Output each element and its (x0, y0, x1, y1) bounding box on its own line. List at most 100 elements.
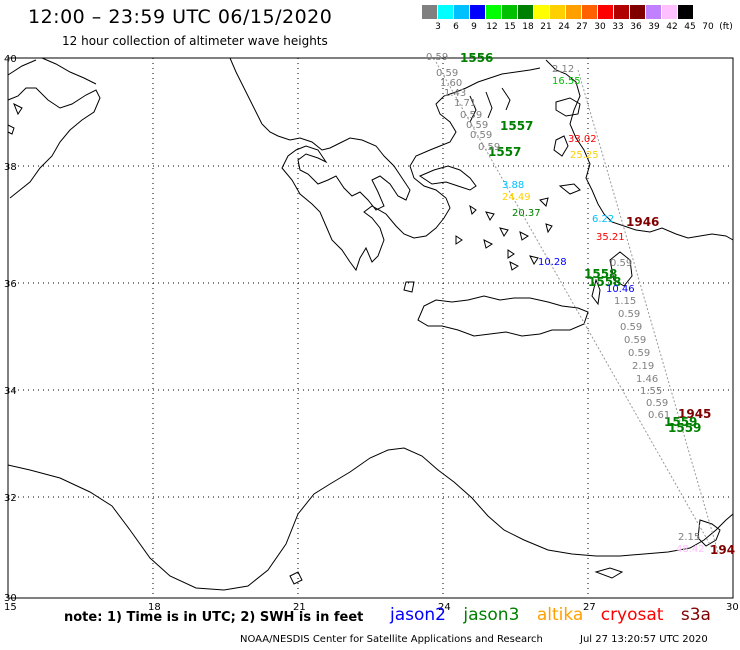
coast-italy-east (41, 57, 97, 85)
swh-value: 0.59 (610, 258, 632, 269)
colorbar-label: 24 (558, 22, 570, 32)
lat-tick-40: 40 (4, 54, 17, 65)
legend-cryosat: cryosat (600, 605, 664, 625)
swh-value: 6.22 (592, 214, 614, 225)
coast-lesbos (555, 97, 581, 117)
coast-samos (558, 183, 581, 195)
coast-greece-mainland (261, 67, 541, 272)
track-jason3 (435, 61, 713, 549)
colorbar-labels: 3 6 9 12 15 18 21 24 27 30 33 36 39 42 45 70 (ft) (422, 22, 740, 34)
colorbar-label: 39 (648, 22, 660, 32)
colorbar-cell (646, 5, 662, 19)
swh-value: 0.59 (624, 335, 646, 346)
lon-tick-30: 30 (726, 602, 739, 613)
coast-euboea (418, 165, 477, 191)
colorbar-cell (486, 5, 502, 19)
swh-value: 0.59 (628, 348, 650, 359)
coast-egypt-delta (697, 519, 721, 547)
coast-albania (229, 57, 263, 125)
swh-value: 0.59 (470, 130, 492, 141)
lat-tick-32: 32 (4, 493, 17, 504)
colorbar-cell (678, 5, 694, 19)
time-label: 194 (710, 543, 735, 557)
legend-jason2: jason2 (390, 605, 446, 625)
colorbar-cell (454, 5, 470, 19)
time-label: 1945 (678, 407, 711, 421)
colorbar-cell (614, 5, 630, 19)
time-labels: 1556 1557 1557 1946 1558 1558 1945 1559 … (460, 51, 735, 557)
coast-africa (7, 447, 734, 591)
swh-value: 2.12 (552, 64, 574, 75)
swh-colorbar (422, 5, 694, 19)
swh-value: 0.59 (436, 68, 458, 79)
lon-tick-24: 24 (438, 602, 451, 613)
colorbar-label: 27 (576, 22, 588, 32)
colorbar-cell (662, 5, 678, 19)
swh-value: 2.19 (632, 361, 654, 372)
map-title: 12:00 – 23:59 UTC 06/15/2020 (28, 6, 333, 28)
time-label: 1559 (668, 421, 701, 435)
swh-value: 1.43 (444, 88, 466, 99)
colorbar-cell (518, 5, 534, 19)
lat-tick-34: 34 (4, 386, 17, 397)
swh-value: 10.46 (606, 284, 635, 295)
time-label: 1558 (588, 275, 621, 289)
swh-value: 0.59 (646, 398, 668, 409)
satellite-legend: jason2 jason3 altika cryosat s3a (390, 605, 723, 625)
coast-crete (417, 295, 589, 337)
altimeter-tracks (435, 61, 719, 553)
colorbar-label: 12 (486, 22, 498, 32)
legend-s3a: s3a (680, 605, 711, 625)
colorbar-label: (ft) (719, 22, 733, 32)
colorbar-label: 3 (435, 22, 441, 32)
lon-tick-21: 21 (293, 602, 306, 613)
coastlines (7, 57, 734, 591)
colorbar-cell (630, 5, 646, 19)
colorbar-cell (438, 5, 454, 19)
colorbar-cell (566, 5, 582, 19)
swh-readings: 0.59 0.59 1.60 1.43 1.71 0.59 0.59 0.59 … (426, 52, 705, 555)
coast-kythera (403, 281, 415, 293)
swh-value: 1.55 (640, 386, 662, 397)
colorbar-cell (582, 5, 598, 19)
colorbar-cell (470, 5, 486, 19)
colorbar-label: 36 (630, 22, 642, 32)
swh-value: 35.21 (596, 232, 625, 243)
lat-tick-30: 30 (4, 593, 17, 604)
swh-value: 0.59 (466, 120, 488, 131)
time-label: 1559 (664, 415, 697, 429)
colorbar-label: 30 (594, 22, 606, 32)
lon-ticks: 15 18 21 24 27 30 (4, 602, 739, 613)
lat-ticks: 40 38 36 34 32 30 (4, 54, 17, 604)
colorbar-cell (550, 5, 566, 19)
coast-karpathos (591, 278, 601, 306)
map-subtitle: 12 hour collection of altimeter wave hei… (62, 34, 328, 48)
colorbar-label: 70 (702, 22, 714, 32)
coast-rhodes (609, 251, 633, 287)
swh-value: 25.25 (570, 150, 599, 161)
time-label: 1557 (488, 145, 521, 159)
swh-value: 0.59 (620, 322, 642, 333)
colorbar-cell (502, 5, 518, 19)
colorbar-label: 33 (612, 22, 624, 32)
swh-value: 2.15 (678, 532, 700, 543)
coast-small-islands-south (289, 567, 624, 585)
colorbar-label: 42 (666, 22, 678, 32)
swh-value: 0.59 (618, 309, 640, 320)
coast-malta-area (7, 102, 23, 135)
note-text: note: 1) Time is in UTC; 2) SWH is in fe… (64, 610, 364, 625)
coast-chalkidiki (469, 87, 511, 123)
coast-chios (553, 135, 569, 157)
swh-value: 3.88 (502, 180, 524, 191)
coast-italy (7, 59, 101, 199)
colorbar-label: 15 (504, 22, 516, 32)
swh-value: 0.59 (426, 52, 448, 63)
swh-value: 1.71 (454, 98, 476, 109)
timestamp-text: Jul 27 13:20:57 UTC 2020 (580, 634, 708, 645)
track-s3a (577, 69, 719, 553)
legend-jason3: jason3 (463, 605, 520, 625)
swh-value: 0.59 (460, 110, 482, 121)
swh-value: 33.02 (568, 134, 597, 145)
swh-value: 24.49 (502, 192, 531, 203)
